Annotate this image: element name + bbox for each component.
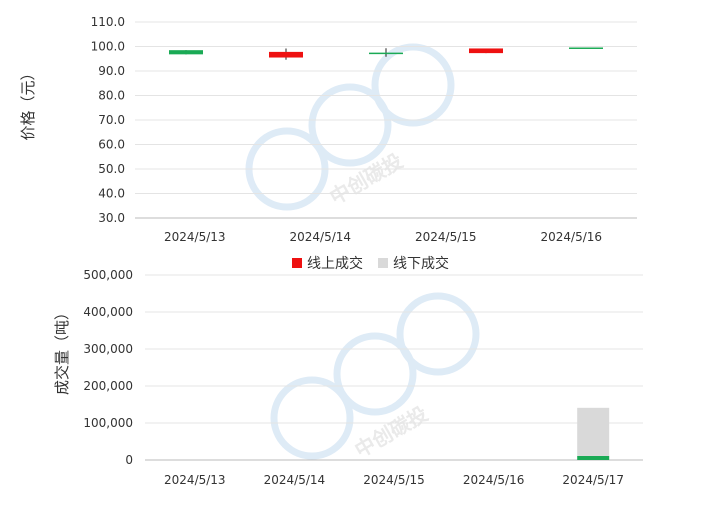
candle-body (169, 50, 203, 55)
y-tick-label: 300,000 (83, 342, 133, 356)
legend-label-offline: 线下成交 (393, 255, 449, 272)
candlesticks (169, 47, 603, 60)
volume-y-ticks: 500,000 400,000 300,000 200,000 100,000 0 (83, 268, 133, 467)
y-tick-label: 30.0 (98, 211, 125, 225)
candle-body (569, 47, 603, 49)
x-tick-label: 2024/5/15 (363, 473, 425, 487)
candle (169, 50, 203, 55)
x-tick-label: 2024/5/14 (289, 230, 351, 244)
x-tick-label: 2024/5/16 (463, 473, 525, 487)
y-tick-label: 70.0 (98, 113, 125, 127)
y-tick-label: 0 (125, 453, 133, 467)
candle (269, 48, 303, 60)
x-tick-label: 2024/5/15 (415, 230, 477, 244)
candle-body (269, 51, 303, 58)
legend-label-online: 线上成交 (307, 255, 363, 272)
y-tick-label: 100.0 (91, 40, 125, 54)
y-tick-label: 50.0 (98, 162, 125, 176)
x-tick-label: 2024/5/13 (164, 473, 226, 487)
watermark-lower: 中创碳投 (270, 292, 480, 462)
volume-gridlines (145, 274, 643, 461)
volume-bars (577, 407, 610, 460)
price-gridlines (135, 21, 637, 219)
candle-body (369, 52, 403, 55)
legend-swatch-offline (378, 258, 388, 268)
candle (369, 48, 403, 57)
y-tick-label: 100,000 (83, 416, 133, 430)
candle-body (469, 48, 503, 54)
volume-y-axis-label: 成交量（吨） (53, 305, 71, 395)
y-tick-label: 400,000 (83, 305, 133, 319)
x-tick-label: 2024/5/16 (540, 230, 602, 244)
x-tick-label: 2024/5/14 (264, 473, 326, 487)
y-tick-label: 200,000 (83, 379, 133, 393)
y-tick-label: 110.0 (91, 15, 125, 29)
legend: 线上成交 线下成交 (292, 255, 449, 272)
price-y-axis-label: 价格（元） (19, 65, 37, 140)
price-y-ticks: 110.0 100.0 90.0 80.0 70.0 60.0 50.0 40.0 30.0 (91, 15, 125, 225)
y-tick-label: 60.0 (98, 138, 125, 152)
candle (469, 48, 503, 54)
volume-bar (577, 455, 610, 460)
volume-bar (577, 407, 610, 456)
y-tick-label: 500,000 (83, 268, 133, 282)
y-tick-label: 90.0 (98, 64, 125, 78)
x-tick-label: 2024/5/13 (164, 230, 226, 244)
volume-x-ticks: 2024/5/13 2024/5/14 2024/5/15 2024/5/16 2024… (164, 473, 624, 487)
price-x-ticks: 2024/5/13 2024/5/14 2024/5/15 2024/5/16 (164, 230, 602, 244)
x-tick-label: 2024/5/17 (562, 473, 624, 487)
y-tick-label: 80.0 (98, 89, 125, 103)
candle (569, 47, 603, 49)
y-tick-label: 40.0 (98, 187, 125, 201)
legend-swatch-online (292, 258, 302, 268)
